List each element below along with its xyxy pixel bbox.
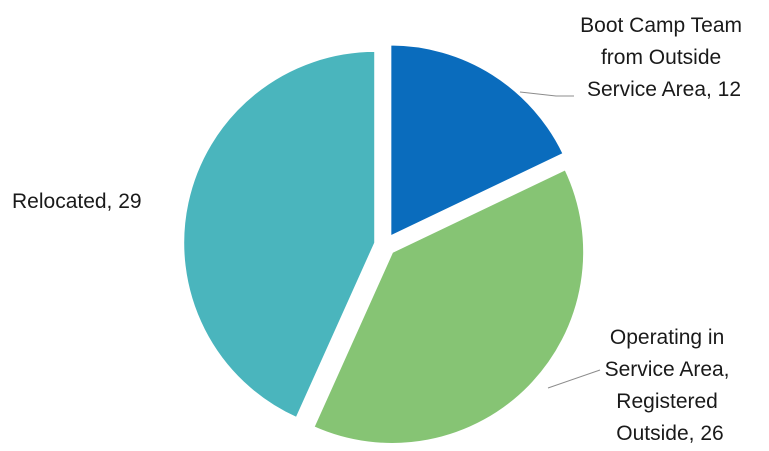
label-leader-lines <box>519 91 601 389</box>
leader-line-operating <box>547 369 601 389</box>
slice-label-boot-camp: Boot Camp Team from Outside Service Area… <box>580 14 748 101</box>
slice-label-operating: Operating in Service Area, Registered Ou… <box>605 326 736 445</box>
slice-labels: Boot Camp Team from Outside Service Area… <box>12 14 748 445</box>
pie-slices <box>182 43 586 445</box>
slice-relocated <box>182 49 377 420</box>
slice-boot-camp <box>389 43 565 239</box>
slice-label-relocated: Relocated, 29 <box>12 190 142 213</box>
slice-operating <box>312 167 586 445</box>
leader-line-boot-camp <box>519 91 574 97</box>
